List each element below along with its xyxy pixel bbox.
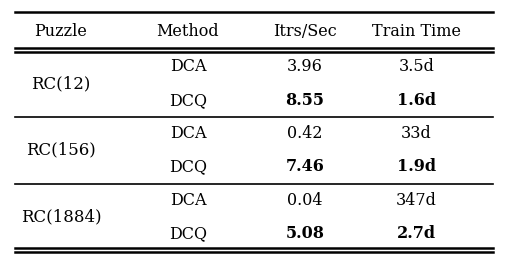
Text: RC(156): RC(156) (26, 142, 96, 159)
Text: 3.96: 3.96 (287, 58, 323, 76)
Text: 3.5d: 3.5d (399, 58, 434, 76)
Text: Puzzle: Puzzle (35, 23, 87, 40)
Text: 8.55: 8.55 (285, 92, 324, 109)
Text: DCA: DCA (170, 58, 206, 76)
Text: 1.9d: 1.9d (397, 158, 436, 175)
Text: 1.6d: 1.6d (397, 92, 436, 109)
Text: 2.7d: 2.7d (397, 225, 436, 242)
Text: DCQ: DCQ (169, 225, 207, 242)
Text: Itrs/Sec: Itrs/Sec (273, 23, 337, 40)
Text: RC(12): RC(12) (31, 75, 90, 92)
Text: RC(1884): RC(1884) (21, 208, 101, 225)
Text: 347d: 347d (396, 192, 437, 209)
Text: 5.08: 5.08 (285, 225, 324, 242)
Text: DCQ: DCQ (169, 92, 207, 109)
Text: Method: Method (156, 23, 219, 40)
Text: Train Time: Train Time (372, 23, 461, 40)
Text: 33d: 33d (401, 125, 432, 142)
Text: DCA: DCA (170, 192, 206, 209)
Text: DCQ: DCQ (169, 158, 207, 175)
Text: 7.46: 7.46 (285, 158, 324, 175)
Text: 0.04: 0.04 (287, 192, 323, 209)
Text: 0.42: 0.42 (287, 125, 323, 142)
Text: DCA: DCA (170, 125, 206, 142)
